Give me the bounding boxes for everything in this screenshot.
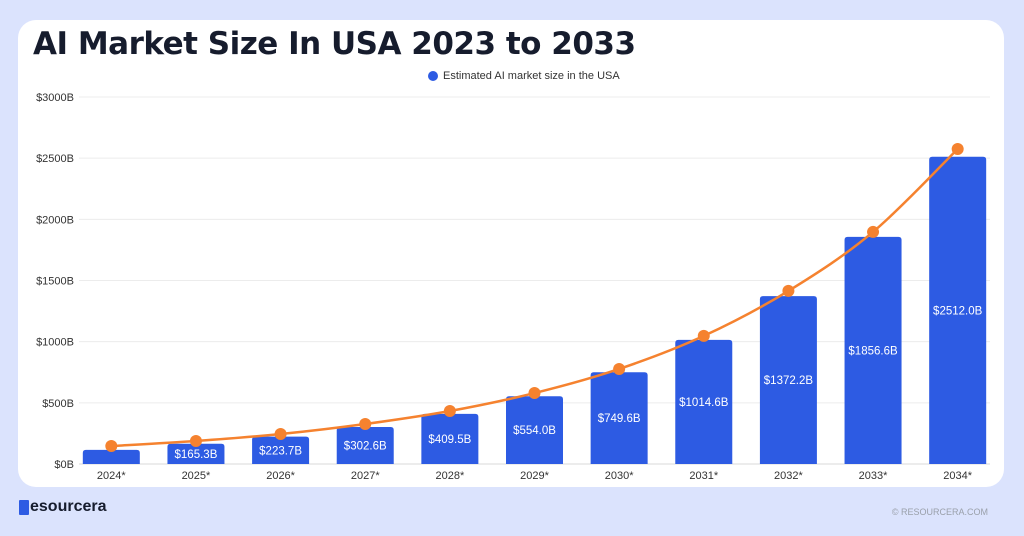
- bar: [675, 339, 733, 464]
- trend-point: [105, 440, 118, 453]
- bar: [421, 413, 479, 464]
- x-tick-label: 2024*: [97, 470, 126, 482]
- logo-mark-icon: [19, 499, 29, 515]
- trend-point: [867, 225, 880, 238]
- legend: Estimated AI market size in the USA: [428, 70, 620, 82]
- bar: [506, 396, 563, 464]
- bar: [252, 436, 310, 464]
- trend-point: [951, 142, 964, 155]
- x-tick-label: 2028*: [435, 470, 464, 482]
- y-tick-label: $500B: [42, 398, 74, 410]
- x-tick-label: 2029*: [520, 470, 549, 482]
- y-tick-label: $2500B: [36, 153, 74, 165]
- copyright: © RESOURCERA.COM: [891, 507, 988, 517]
- bar: [82, 449, 140, 464]
- bar-data-label: $1856.6B: [848, 345, 898, 357]
- legend-label: Estimated AI market size in the USA: [443, 70, 620, 82]
- x-tick-label: 2026*: [266, 470, 295, 482]
- trend-point: [274, 428, 287, 441]
- bar: [759, 296, 817, 464]
- trend-point: [613, 362, 626, 375]
- trend-point: [697, 329, 710, 342]
- bar-data-label: $2512.0B: [933, 305, 983, 317]
- y-tick-label: $3000B: [36, 92, 74, 104]
- x-tick-label: 2027*: [351, 470, 380, 482]
- y-tick-label: $0B: [54, 459, 74, 471]
- logo-text: esourcera: [30, 498, 107, 515]
- trend-point: [189, 435, 202, 448]
- bar-data-label: $749.6B: [598, 413, 641, 425]
- bar-data-label: $302.6B: [344, 440, 387, 452]
- y-tick-label: $2000B: [36, 214, 74, 226]
- x-tick-label: 2034*: [943, 470, 972, 482]
- bar-data-label: $1372.2B: [764, 375, 814, 387]
- bar-data-label: $223.7B: [259, 445, 302, 457]
- y-tick-label: $1500B: [36, 276, 74, 288]
- x-tick-label: 2032*: [774, 470, 803, 482]
- x-tick-label: 2025*: [182, 470, 211, 482]
- resourcera-logo: esourcera: [19, 498, 107, 516]
- trend-point: [528, 387, 541, 400]
- trend-point: [359, 417, 372, 430]
- bar: [929, 156, 987, 464]
- x-tick-label: 2033*: [859, 470, 888, 482]
- bar-data-label: $1014.6B: [679, 397, 729, 409]
- bar: [167, 443, 225, 464]
- bar: [844, 236, 902, 464]
- trend-point: [782, 284, 795, 297]
- trend-point: [443, 405, 456, 418]
- bar: [590, 372, 648, 464]
- bar-data-label: $409.5B: [428, 434, 471, 446]
- chart-title: AI Market Size In USA 2023 to 2033: [33, 26, 636, 62]
- bar-data-label: $554.0B: [513, 425, 556, 437]
- x-tick-label: 2031*: [689, 470, 718, 482]
- bar-data-label: $165.3B: [175, 449, 218, 461]
- y-tick-label: $1000B: [36, 337, 74, 349]
- legend-swatch: [428, 71, 438, 81]
- x-tick-label: 2030*: [605, 470, 634, 482]
- bar: [336, 426, 394, 464]
